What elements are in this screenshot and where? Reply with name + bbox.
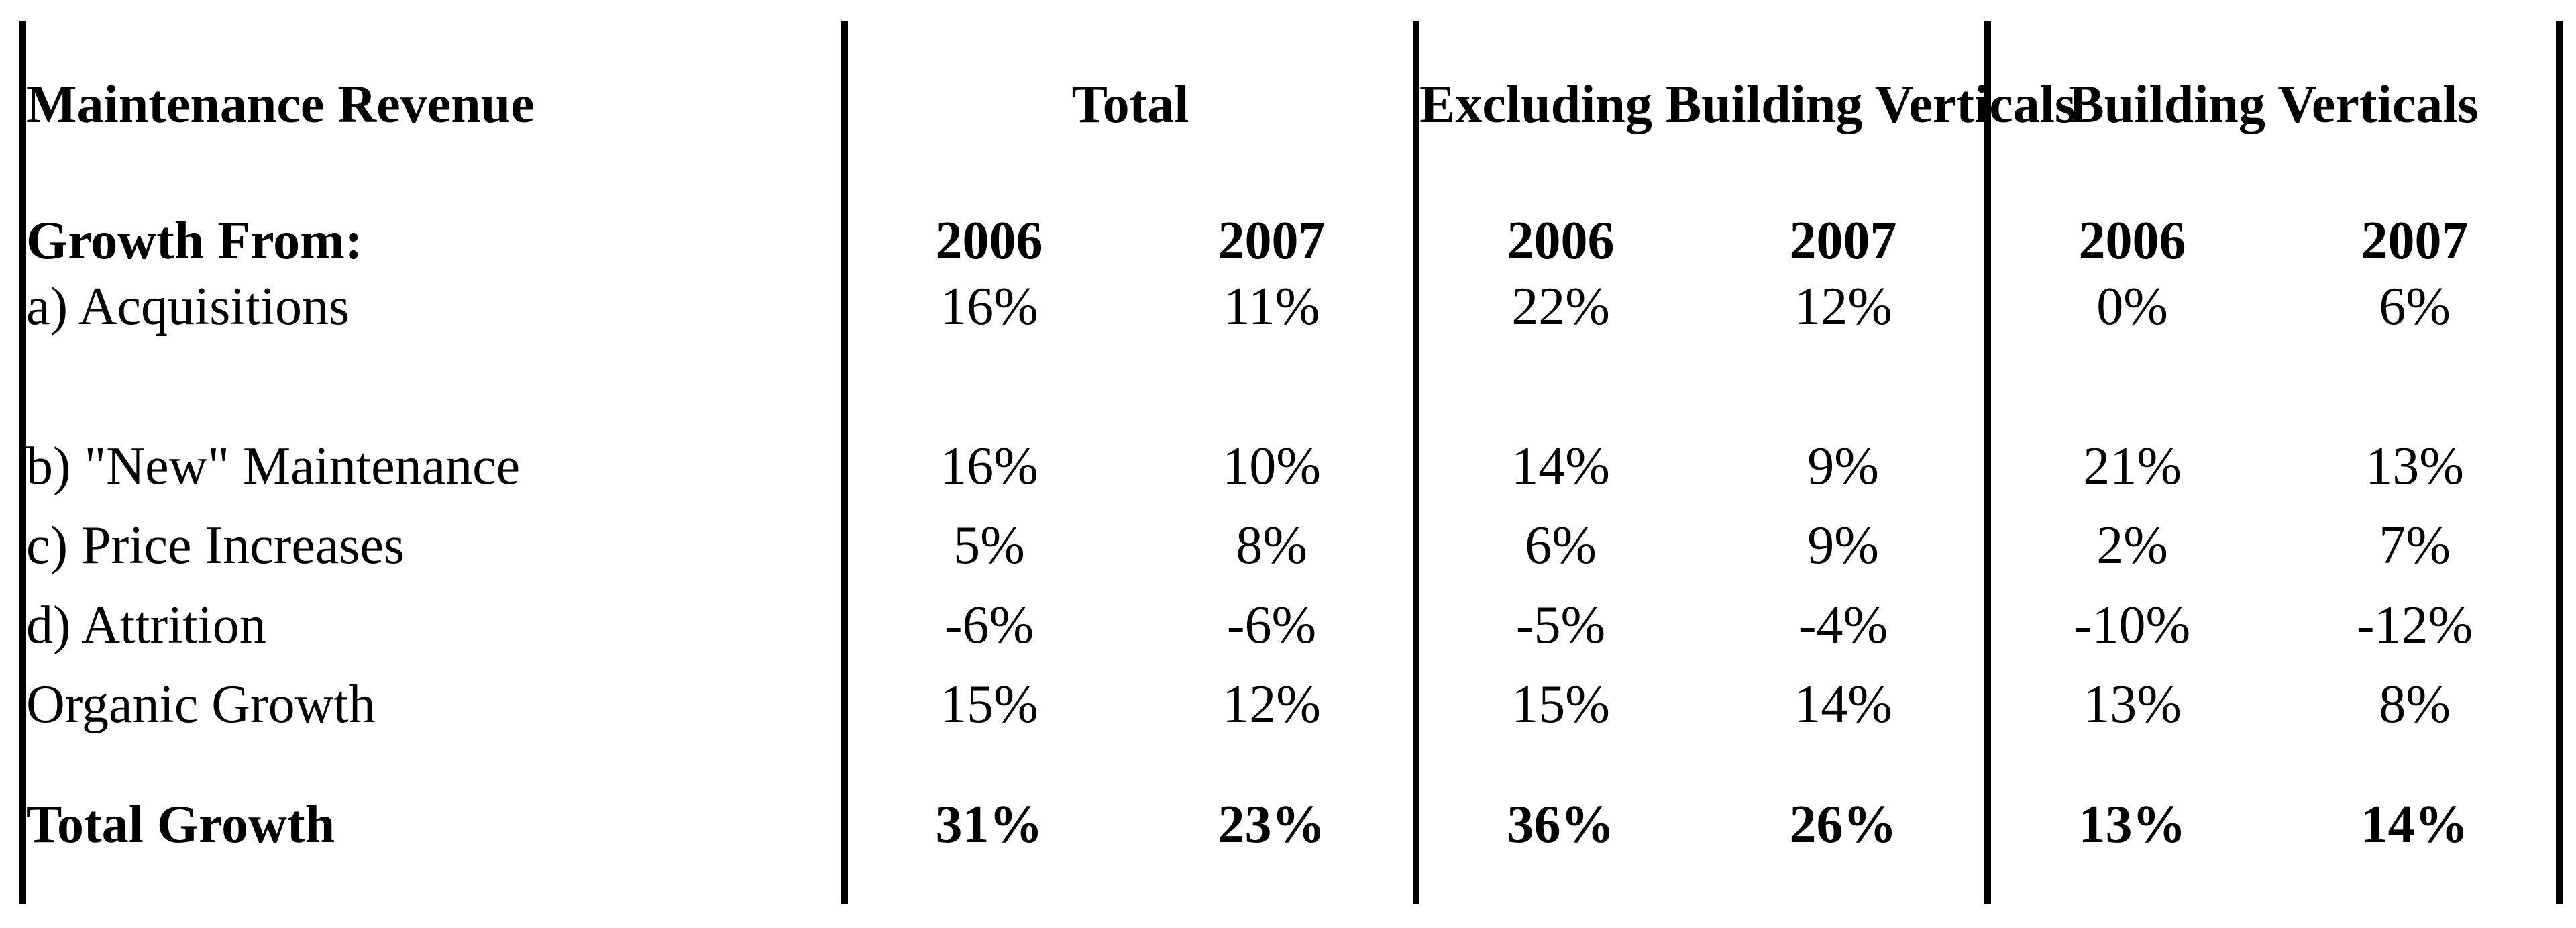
- cell-value: 5%: [953, 516, 1025, 576]
- cell-value: 16%: [940, 277, 1038, 337]
- cell-value: 7%: [2273, 505, 2563, 586]
- cell-value: 2%: [2096, 516, 2168, 576]
- cell-value: 6%: [1525, 516, 1597, 576]
- cell-value: -6%: [1130, 585, 1420, 665]
- year-header: 2007: [1702, 188, 1992, 268]
- table-row-price-increases: c) Price Increases 5% 8% 6% 9% 2% 7%: [19, 505, 2563, 586]
- cell-value: -12%: [2273, 585, 2563, 665]
- cell-value: 31%: [935, 794, 1043, 854]
- cell-value: 6%: [2273, 267, 2563, 347]
- cell-value: 14%: [1511, 436, 1610, 496]
- year-header: 2006: [2078, 211, 2186, 270]
- row-label: Total Growth: [19, 745, 848, 904]
- header-row: Maintenance Revenue Total Excluding Buil…: [19, 21, 2563, 189]
- cell-value: 22%: [1511, 277, 1610, 337]
- cell-value: 26%: [1702, 745, 1992, 904]
- year-header: 2007: [2273, 188, 2563, 268]
- cell-value: 8%: [1130, 505, 1420, 586]
- year-header: 2006: [935, 211, 1043, 270]
- row-label: b) "New" Maintenance: [19, 426, 848, 506]
- cell-value: 9%: [1702, 426, 1992, 506]
- cell-value: -6%: [944, 595, 1034, 655]
- cell-value: 13%: [2273, 426, 2563, 506]
- group-header-building-verticals: Building Verticals: [1988, 21, 2563, 189]
- cell-value: 0%: [2096, 277, 2168, 337]
- cell-value: 15%: [1511, 675, 1610, 735]
- cell-value: 21%: [2083, 436, 2182, 496]
- cell-value: 9%: [1702, 505, 1992, 586]
- table-row-total-growth: Total Growth 31% 23% 36% 26% 13% 14%: [19, 745, 2563, 904]
- cell-value: 14%: [2273, 745, 2563, 904]
- cell-value: 15%: [940, 675, 1038, 735]
- table-row-organic-growth: Organic Growth 15% 12% 15% 14% 13% 8%: [19, 664, 2563, 745]
- table-row-attrition: d) Attrition -6% -6% -5% -4% -10% -12%: [19, 585, 2563, 665]
- row-label: d) Attrition: [19, 585, 848, 665]
- row-label: Organic Growth: [19, 664, 848, 745]
- cell-value: 23%: [1130, 745, 1420, 904]
- cell-value: 14%: [1702, 664, 1992, 745]
- group-header-total: Total: [845, 21, 1420, 189]
- row-label: a) Acquisitions: [19, 267, 848, 347]
- cell-value: -4%: [1702, 585, 1992, 665]
- cell-value: 16%: [940, 436, 1038, 496]
- row-label: c) Price Increases: [19, 505, 848, 586]
- table-title: Maintenance Revenue: [19, 21, 848, 189]
- cell-value: -10%: [2074, 595, 2191, 655]
- cell-value: 12%: [1130, 664, 1420, 745]
- growth-from-label: Growth From:: [19, 188, 848, 268]
- cell-value: 11%: [1130, 267, 1420, 347]
- cell-value: 10%: [1130, 426, 1420, 506]
- cell-value: 13%: [2083, 675, 2182, 735]
- cell-value: -5%: [1515, 595, 1606, 655]
- spacer-row: [19, 346, 2563, 427]
- group-header-excluding-building-verticals: Excluding Building Verticals: [1416, 21, 2076, 189]
- year-header: 2007: [1130, 188, 1420, 268]
- years-row: Growth From: 2006 2007 2006 2007 2006 20…: [19, 188, 2563, 270]
- table-row-acquisitions: a) Acquisitions 16% 11% 22% 12% 0% 6%: [19, 267, 2563, 347]
- maintenance-revenue-table: Maintenance Revenue Total Excluding Buil…: [19, 21, 2563, 904]
- cell-value: 8%: [2273, 664, 2563, 745]
- table-row-new-maintenance: b) "New" Maintenance 16% 10% 14% 9% 21% …: [19, 426, 2563, 506]
- cell-value: 36%: [1507, 794, 1615, 854]
- year-header: 2006: [1507, 211, 1615, 270]
- cell-value: 13%: [2078, 794, 2186, 854]
- cell-value: 12%: [1702, 267, 1992, 347]
